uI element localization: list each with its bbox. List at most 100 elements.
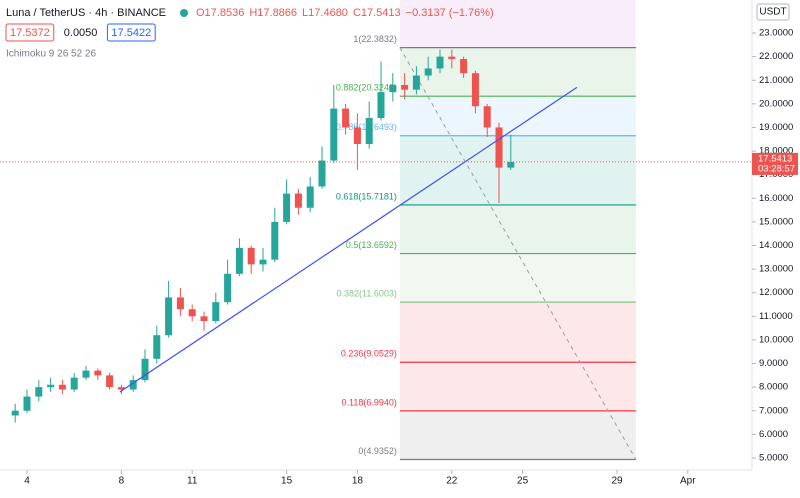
fib-label: 0.5(13.6592): [346, 240, 397, 250]
candle-body: [94, 370, 102, 376]
ohlc-value: H17.8866: [249, 7, 297, 19]
currency-label: USDT: [759, 7, 786, 18]
candle-body: [377, 92, 385, 119]
candle-body: [471, 73, 479, 107]
candle-body: [165, 297, 173, 336]
price-box-frame: [106, 23, 156, 42]
y-tick-label: 18.0000: [759, 146, 793, 157]
candle-body: [200, 316, 208, 322]
header-text: 4h: [95, 7, 107, 19]
candle-body: [507, 161, 515, 168]
fib-zone: [399, 410, 636, 460]
fib-label: 1(22.3832): [353, 34, 397, 44]
candle-body: [259, 259, 267, 265]
y-tick-label: 22.0000: [759, 51, 793, 62]
countdown: 03:28:57: [758, 163, 795, 174]
currency-box: [756, 3, 790, 21]
y-tick-label: 19.0000: [759, 122, 793, 133]
candle-body: [106, 375, 114, 388]
y-tick-label: 11.0000: [759, 311, 793, 322]
price-box-label: 17.5372: [10, 27, 50, 39]
candle-body: [436, 56, 444, 69]
indicator-label: Ichimoku 9 26 52 26: [6, 49, 96, 60]
price-box-label: 0.0050: [64, 27, 98, 39]
y-tick-label: 23.0000: [759, 28, 793, 39]
y-tick-label: 12.0000: [759, 287, 793, 298]
price-box: 17.5372: [5, 23, 55, 42]
candle-body: [353, 127, 361, 144]
candle-body: [153, 335, 161, 359]
ohlc-value: O17.8536: [196, 7, 244, 19]
candle-body: [283, 193, 291, 222]
x-tick-label: 29: [611, 476, 623, 487]
price-box-frame: [5, 23, 55, 42]
ohlc-value: L17.4680: [302, 7, 348, 19]
price-box-frame: [59, 23, 102, 42]
fib-label: 0.236(9.0529): [341, 349, 397, 359]
y-tick-label: 16.0000: [759, 193, 793, 204]
fib-label: 0.382(11.6003): [336, 289, 396, 299]
fib-label: 0.118(6.9940): [341, 397, 396, 407]
fib-diagonal: [399, 47, 637, 460]
fib-zone: [399, 135, 636, 205]
price-box-label: 17.5422: [111, 27, 151, 39]
candle-body: [306, 186, 314, 208]
candle-body: [294, 193, 302, 208]
y-tick-label: 7.0000: [759, 405, 788, 416]
fib-top-zone: [399, 0, 636, 48]
x-tick-label: 4: [24, 476, 30, 487]
header-text: Luna / TetherUS: [6, 7, 85, 19]
last-price-label: 17.5413: [758, 153, 792, 164]
y-tick-label: 14.0000: [759, 240, 793, 251]
price-axis-bg: [752, 0, 800, 493]
candle-body: [129, 380, 137, 390]
candle-body: [365, 118, 373, 144]
candle-body: [35, 387, 43, 397]
y-tick-label: 10.0000: [759, 334, 793, 345]
trend-line: [119, 86, 578, 393]
x-tick-label: Apr: [680, 476, 696, 487]
candle-body: [318, 160, 326, 187]
y-tick-label: 6.0000: [759, 429, 788, 440]
candle-body: [483, 106, 491, 128]
candle-body: [212, 302, 220, 322]
y-tick-label: 8.0000: [759, 382, 788, 393]
x-tick-label: 8: [119, 476, 125, 487]
candle-body: [188, 309, 196, 317]
fib-zone: [399, 362, 636, 411]
y-tick-label: 5.0000: [759, 452, 788, 463]
status-dot: [180, 9, 188, 17]
fib-zone: [399, 204, 636, 254]
y-tick-label: 13.0000: [759, 264, 793, 275]
x-tick-label: 15: [281, 476, 293, 487]
y-tick-label: 21.0000: [759, 75, 793, 86]
x-tick-label: 22: [446, 476, 458, 487]
candle-body: [235, 247, 243, 274]
candle-body: [460, 59, 468, 74]
candle-body: [448, 56, 456, 60]
y-tick-label: 15.0000: [759, 216, 793, 227]
plot-area: 1(22.3832)0.882(20.3246)0.786(18.6493)0.…: [11, 0, 637, 461]
candle-body: [247, 247, 255, 265]
candle-body: [495, 127, 503, 168]
ohlc-value: −0.3137 (−1.76%): [406, 7, 494, 19]
fib-zone: [399, 253, 636, 303]
candle-body: [11, 410, 19, 416]
candle-body: [82, 370, 90, 378]
candle-body: [117, 387, 125, 390]
fib-zone: [399, 47, 636, 97]
x-tick-label: 25: [517, 476, 529, 487]
x-tick-label: 18: [352, 476, 364, 487]
candle-body: [224, 273, 232, 303]
last-price-box: [752, 152, 798, 175]
ohlc-value: C17.5413: [353, 7, 401, 19]
separator: ·: [107, 7, 117, 19]
y-tick-label: 9.0000: [759, 358, 788, 369]
fib-label: 0.618(15.7181): [336, 191, 397, 201]
candle-body: [23, 396, 31, 411]
fib-zone: [399, 96, 636, 136]
candle-body: [342, 108, 350, 128]
price-box: 0.0050: [59, 23, 102, 42]
x-tick-label: 11: [187, 476, 198, 487]
